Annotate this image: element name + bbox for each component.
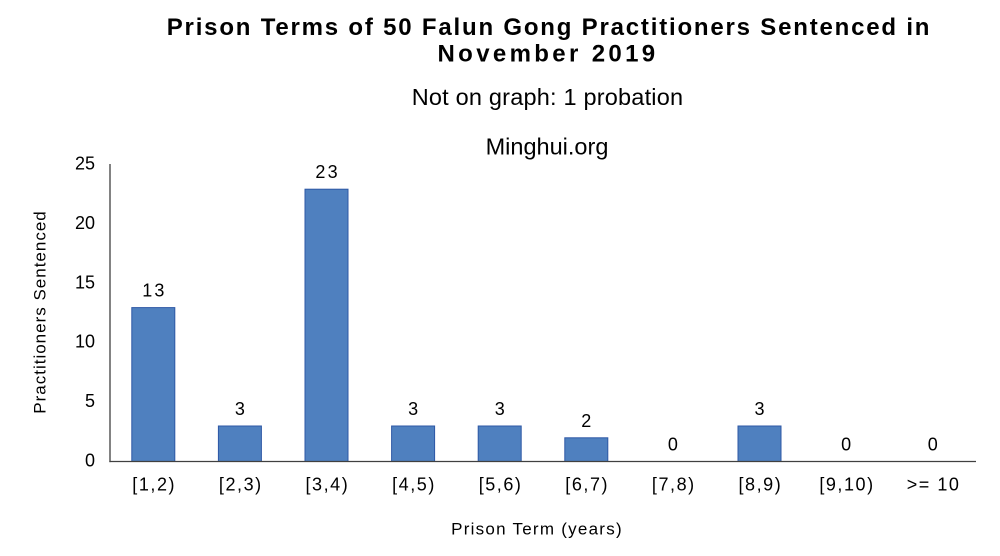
svg-text:0: 0 <box>841 435 851 455</box>
svg-text:23: 23 <box>315 162 339 182</box>
svg-text:[7,8): [7,8) <box>652 475 696 495</box>
svg-text:2: 2 <box>581 411 591 431</box>
svg-text:[6,7): [6,7) <box>565 475 609 495</box>
svg-text:[5,6): [5,6) <box>479 475 523 495</box>
svg-text:25: 25 <box>75 154 95 174</box>
svg-text:Practitioners Sentenced: Practitioners Sentenced <box>30 210 49 414</box>
svg-text:[9,10): [9,10) <box>819 475 874 495</box>
svg-text:Not on graph: 1 probation: Not on graph: 1 probation <box>412 84 684 110</box>
svg-text:0: 0 <box>668 435 678 455</box>
svg-text:[1,2): [1,2) <box>132 475 176 495</box>
svg-text:0: 0 <box>928 435 938 455</box>
svg-text:5: 5 <box>85 391 95 411</box>
svg-text:Prison Terms of 50 Falun Gong: Prison Terms of 50 Falun Gong Practition… <box>167 14 932 41</box>
svg-text:[4,5): [4,5) <box>392 475 436 495</box>
svg-text:Prison Term (years): Prison Term (years) <box>451 520 623 539</box>
svg-text:3: 3 <box>408 399 418 419</box>
svg-text:10: 10 <box>75 332 95 352</box>
svg-text:[3,4): [3,4) <box>306 475 350 495</box>
svg-text:November 2019: November 2019 <box>438 41 659 68</box>
svg-text:15: 15 <box>75 272 95 292</box>
svg-text:13: 13 <box>142 281 166 301</box>
svg-text:>= 10: >= 10 <box>907 475 961 495</box>
svg-text:[2,3): [2,3) <box>219 475 263 495</box>
svg-text:3: 3 <box>495 399 505 419</box>
svg-text:Minghui.org: Minghui.org <box>486 134 609 160</box>
svg-text:3: 3 <box>235 399 245 419</box>
svg-text:0: 0 <box>85 450 95 470</box>
svg-text:[8,9): [8,9) <box>739 475 783 495</box>
svg-text:3: 3 <box>754 399 764 419</box>
svg-text:20: 20 <box>75 213 95 233</box>
